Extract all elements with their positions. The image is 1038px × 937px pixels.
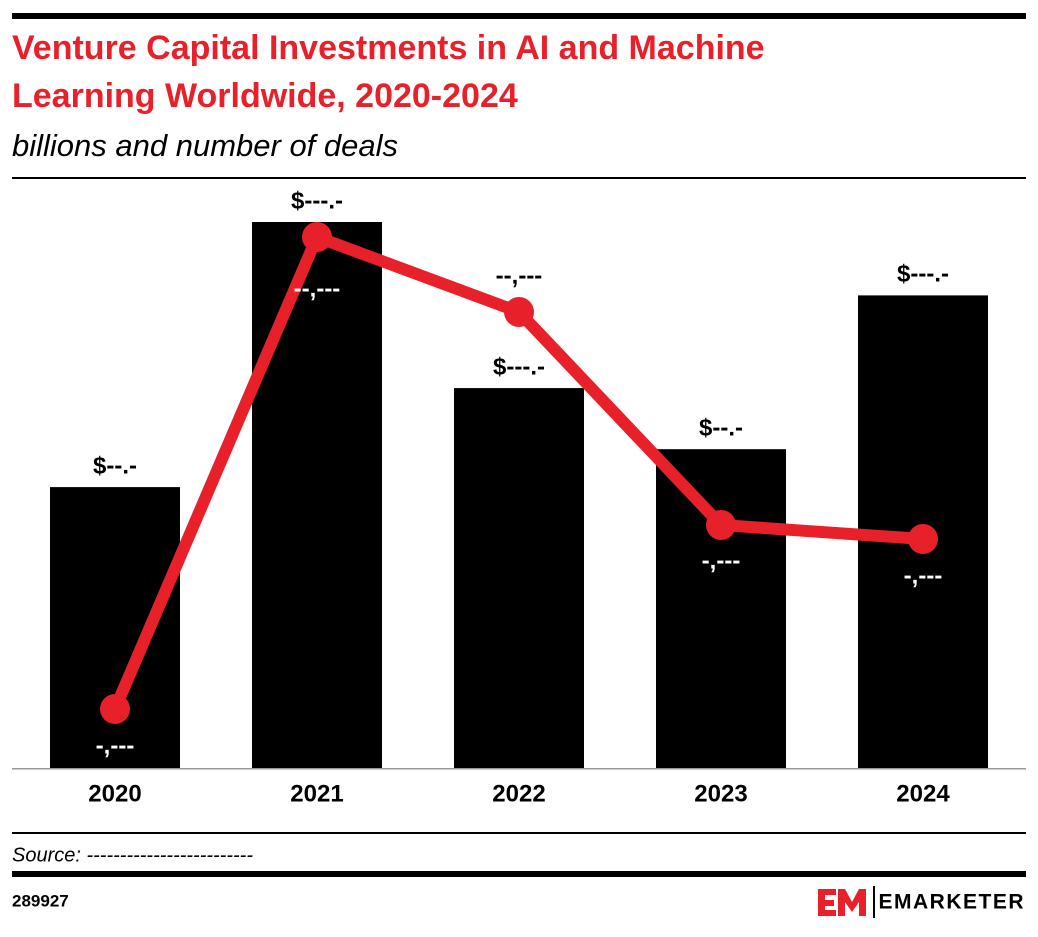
line-point	[100, 694, 130, 724]
line-point	[706, 510, 736, 540]
line-point	[302, 222, 332, 252]
rule	[12, 177, 1026, 179]
bar-value-label: $---.-	[291, 187, 343, 214]
bar-value-label: $--.-	[699, 415, 743, 442]
line-point	[504, 297, 534, 327]
bar-value-label: $---.-	[493, 353, 545, 380]
logo-divider	[873, 886, 875, 918]
bar	[50, 487, 180, 768]
chart-subtitle: billions and number of deals	[12, 128, 398, 163]
line-value-label: -,---	[702, 547, 741, 574]
top-rule	[12, 13, 1026, 19]
x-tick-label: 2023	[694, 780, 747, 807]
brand: EMARKETER	[878, 891, 1025, 914]
x-tick-label: 2021	[290, 780, 343, 807]
line-point	[908, 524, 938, 554]
bar	[656, 449, 786, 768]
bar-value-label: $--.-	[93, 452, 137, 479]
rule	[12, 832, 1026, 834]
x-tick-label: 2022	[492, 780, 545, 807]
chart-title: Learning Worldwide, 2020-2024	[12, 77, 518, 115]
chart-title: Venture Capital Investments in AI and Ma…	[12, 29, 765, 67]
plot: $--.- 2020 $---.- 2021 $---.- 2022 $--.- 2023 $-…	[12, 187, 1026, 807]
bottom-rule	[12, 871, 1026, 877]
x-tick-label: 2024	[896, 780, 950, 807]
line-value-label: -,---	[96, 732, 135, 759]
bar-value-label: $---.-	[897, 261, 949, 288]
bar	[454, 388, 584, 768]
baseline	[12, 768, 1026, 770]
line-value-label: --,---	[496, 262, 543, 289]
line-value-label: -,---	[904, 562, 943, 589]
source: Source: -------------------------	[12, 844, 253, 866]
chart-id: 289927	[12, 891, 69, 910]
logo-icon	[818, 889, 866, 916]
line-value-label: --,---	[294, 275, 341, 302]
x-tick-label: 2020	[88, 780, 141, 807]
bar	[252, 222, 382, 768]
